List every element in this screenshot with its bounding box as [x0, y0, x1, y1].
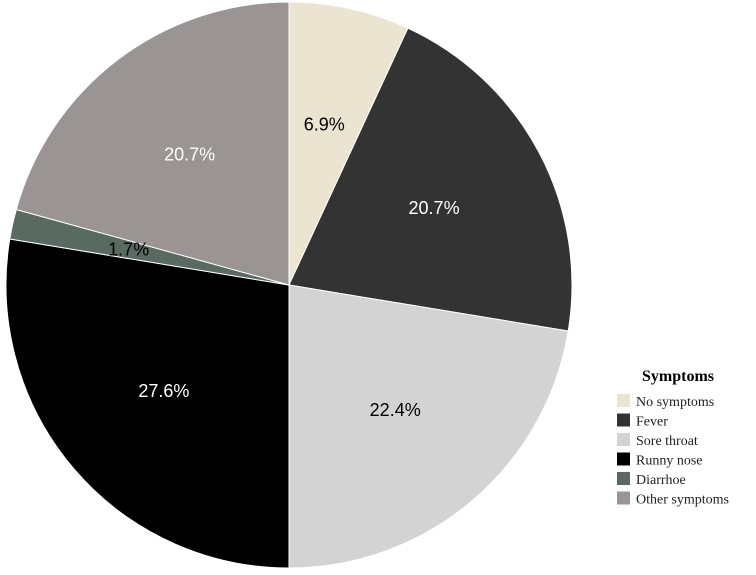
- pie-slice-sore-throat: [288, 284, 569, 569]
- legend-label-sore-throat: Sore throat: [636, 434, 698, 449]
- legend-label-diarrhoe: Diarrhoe: [636, 473, 686, 488]
- slice-label-runny-nose: 27.6%: [138, 381, 189, 401]
- pie-slice-other-symptoms: [15, 1, 290, 286]
- slice-label-other-symptoms: 20.7%: [164, 144, 215, 164]
- legend-swatch-no-symptoms: [617, 394, 630, 407]
- legend-label-fever: Fever: [636, 415, 668, 430]
- legend-swatch-other-symptoms: [617, 491, 630, 505]
- slice-label-fever: 20.7%: [409, 198, 460, 218]
- pie-slices: [5, 1, 573, 569]
- pie-slice-fever: [288, 27, 573, 332]
- pie-slice-labels: 6.9% 20.7% 22.4% 27.6% 1.7% 20.7%: [108, 115, 459, 420]
- legend-swatch-sore-throat: [617, 433, 630, 446]
- legend-title: Symptoms: [642, 368, 714, 385]
- legend-swatch-fever: [617, 413, 630, 427]
- slice-label-no-symptoms: 6.9%: [304, 115, 345, 135]
- legend-label-no-symptoms: No symptoms: [636, 395, 714, 410]
- legend-swatch-runny-nose: [617, 452, 630, 466]
- legend-label-runny-nose: Runny nose: [636, 454, 703, 469]
- legend: Symptoms No symptoms Fever Sore throat Runn…: [617, 368, 729, 508]
- legend-label-other-symptoms: Other symptoms: [636, 493, 729, 508]
- legend-swatch-diarrhoe: [617, 472, 630, 485]
- slice-label-diarrhoe: 1.7%: [108, 240, 149, 260]
- pie-slice-runny-nose: [5, 238, 290, 569]
- slice-label-sore-throat: 22.4%: [370, 400, 421, 420]
- pie-slice-no-symptoms: [288, 1, 409, 286]
